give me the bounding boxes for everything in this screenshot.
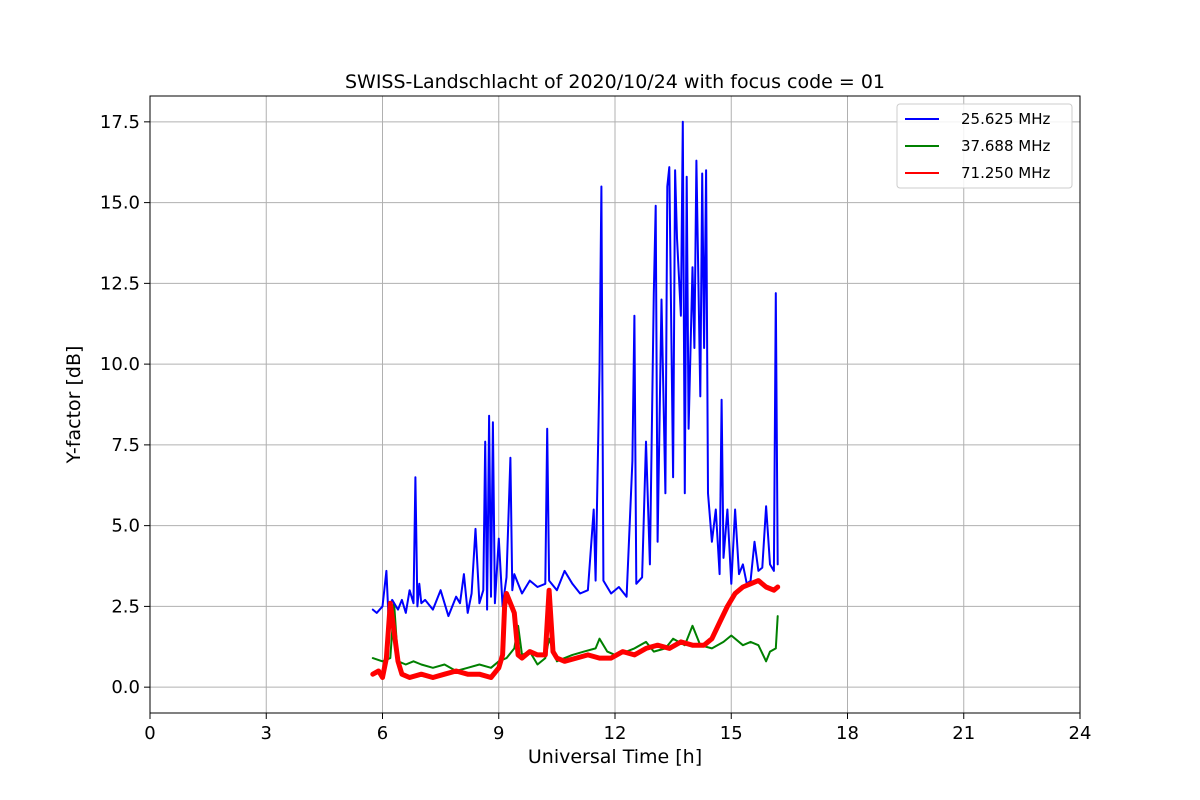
y-axis-title: Y-factor [dB] (63, 346, 85, 465)
x-tick-label: 9 (493, 723, 504, 744)
grid (149, 96, 1081, 713)
series-layer (370, 120, 781, 680)
y-tick-label: 5.0 (111, 516, 140, 537)
x-tick-label: 24 (1069, 723, 1092, 744)
y-tick-label: 17.5 (100, 112, 140, 133)
legend-label: 71.250 MHz (961, 164, 1050, 182)
legend-label: 25.625 MHz (961, 110, 1050, 128)
x-tick-label: 15 (720, 723, 743, 744)
x-tick-label: 21 (952, 723, 975, 744)
x-tick-label: 6 (377, 723, 388, 744)
x-axis: 0 3 6 9 12 15 18 21 24 (144, 713, 1091, 744)
x-tick-label: 0 (144, 723, 155, 744)
x-tick-label: 12 (604, 723, 627, 744)
chart-title: SWISS-Landschlacht of 2020/10/24 with fo… (345, 71, 885, 93)
y-tick-label: 0.0 (111, 677, 140, 698)
y-tick-label: 7.5 (111, 435, 140, 456)
legend: 25.625 MHz 37.688 MHz 71.250 MHz (896, 103, 1073, 189)
y-tick-label: 15.0 (100, 193, 140, 214)
series-line-1 (371, 120, 779, 618)
y-tick-label: 12.5 (100, 273, 140, 294)
x-tick-label: 3 (261, 723, 272, 744)
y-tick-label: 10.0 (100, 354, 140, 375)
legend-box (896, 103, 1073, 189)
y-axis: 0.0 2.5 5.0 7.5 10.0 12.5 15.0 17.5 (100, 112, 150, 698)
y-tick-label: 2.5 (111, 596, 140, 617)
x-tick-label: 18 (836, 723, 859, 744)
series-line-3 (370, 578, 781, 680)
x-axis-title: Universal Time [h] (528, 746, 702, 768)
legend-label: 37.688 MHz (961, 137, 1050, 155)
series-line-2 (371, 602, 779, 672)
